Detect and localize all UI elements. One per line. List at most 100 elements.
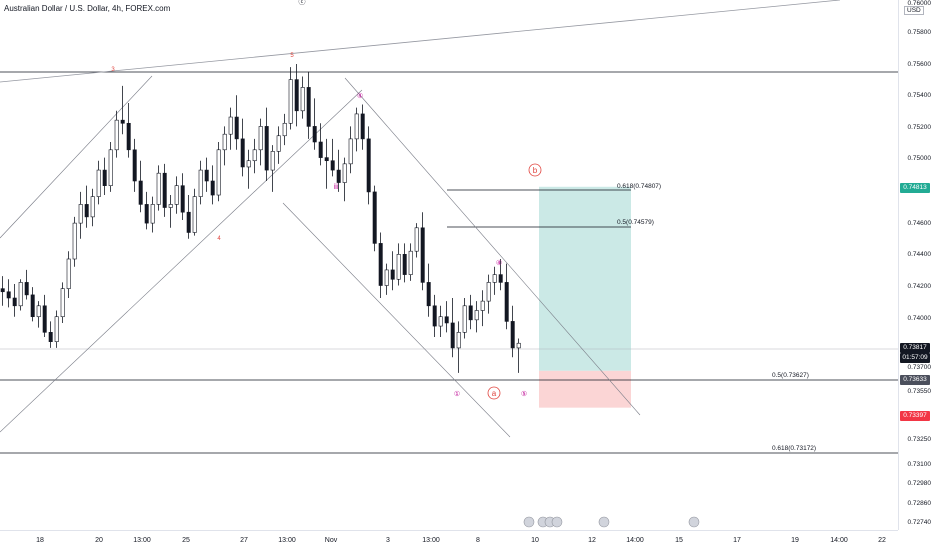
candle-body (402, 254, 407, 275)
candle-body (318, 141, 323, 158)
time-axis-label: 3 (386, 537, 390, 544)
time-axis-label: 13:00 (422, 537, 440, 544)
candle-body (462, 305, 467, 333)
price-axis[interactable]: 0.76000 0.75800 0.75600 0.75400 0.75200 0.750… (898, 0, 932, 530)
candle-body (144, 204, 149, 224)
entry-price-tag: 0.73633 (900, 375, 930, 385)
chart-title: Australian Dollar / U.S. Dollar, 4h, FOR… (4, 4, 171, 13)
candle-body (138, 180, 143, 205)
candle-body (480, 300, 485, 311)
candle-body (174, 185, 179, 205)
wave-v-label: ⑤ (521, 390, 527, 398)
candle-body (396, 254, 401, 280)
candle-body (456, 332, 461, 349)
candle-body (282, 122, 287, 137)
candle-body (354, 113, 359, 140)
price-axis-label: 0.74400 (907, 251, 932, 258)
candle-body (468, 305, 473, 321)
candle-body (24, 282, 29, 296)
candle-body (162, 172, 167, 208)
candle-body (378, 243, 383, 286)
countdown-tag: 01:57:09 (900, 353, 930, 363)
candle-body (204, 169, 209, 182)
wave-b-label: b (533, 166, 538, 175)
time-axis-label: 8 (476, 537, 480, 544)
time-axis-label: 20 (95, 537, 103, 544)
time-axis-label: Nov (324, 537, 338, 544)
candle-body (150, 204, 155, 224)
candle-body (450, 322, 455, 349)
time-axis-label: 14:00 (626, 537, 644, 544)
candle-body (306, 87, 311, 127)
candle-body (360, 113, 365, 140)
candle-body (102, 169, 107, 186)
candle-body (198, 169, 203, 197)
event-flag-icon (523, 516, 535, 528)
wave-i-label: ① (454, 390, 460, 398)
candle-body (96, 169, 101, 197)
price-axis-label: 0.72740 (907, 519, 932, 526)
currency-label[interactable]: USD (904, 6, 924, 15)
price-axis-label: 0.73550 (907, 388, 932, 395)
price-chart[interactable]: 0.618(0.74807) 0.5(0.74579) 0.5(0.73627) 0.… (0, 0, 898, 530)
candle-body (42, 305, 47, 333)
down-channel-top (344, 77, 641, 416)
candle-body (516, 342, 521, 349)
wave-c-label: ⓒ (299, 0, 306, 6)
candle-body (270, 151, 275, 171)
price-axis-label: 0.73100 (907, 461, 932, 468)
candle-body (78, 204, 83, 224)
candle-body (228, 116, 233, 135)
candle-body (426, 282, 431, 307)
candle-body (300, 87, 305, 112)
candle-body (390, 269, 395, 280)
price-axis-label: 0.75400 (907, 92, 932, 99)
candle-body (132, 149, 137, 182)
price-axis-label: 0.75800 (907, 29, 932, 36)
time-axis[interactable]: 18 20 13:00 25 27 13:00 Nov 3 13:00 8 10 12 14:00 15 1… (0, 530, 898, 551)
time-axis-label: 19 (791, 537, 799, 544)
event-flag-icon (551, 516, 563, 528)
wave-iv-top-label: ④ (357, 92, 363, 100)
time-axis-label: 22 (878, 537, 886, 544)
wave-b-circle (528, 163, 542, 177)
candle-body (312, 126, 317, 143)
candle-body (108, 149, 113, 186)
wave-5-label: 5 (290, 53, 294, 59)
candle-body (246, 160, 251, 168)
candle-body (114, 119, 119, 151)
candle-body (444, 316, 449, 324)
wave-a-label: a (492, 389, 497, 398)
candle-body (84, 204, 89, 218)
price-axis-label: 0.73700 (907, 364, 932, 371)
event-flag-icon (688, 516, 700, 528)
up-channel-top (0, 75, 153, 239)
price-axis-label: 0.75000 (907, 155, 932, 162)
time-axis-label: 15 (675, 537, 683, 544)
candle-body (0, 288, 5, 293)
candle-body (408, 250, 413, 275)
candle-body (420, 227, 425, 283)
candle-body (366, 138, 371, 193)
current-price-tag: 0.73817 (900, 343, 930, 353)
time-axis-label: 27 (240, 537, 248, 544)
candle-body (12, 297, 17, 307)
time-axis-label: 25 (182, 537, 190, 544)
price-axis-label: 0.76000 (907, 0, 932, 7)
wave-a-circle (487, 386, 501, 400)
candle-body (216, 149, 221, 196)
candle-body (222, 133, 227, 151)
candle-body (414, 227, 419, 252)
fib-label-5-top: 0.5(0.74579) (617, 219, 654, 226)
up-channel-bottom (0, 89, 363, 433)
chart-plot-area[interactable]: 0.618(0.74807) 0.5(0.74579) 0.5(0.73627) 0.… (0, 0, 898, 530)
fib-label-618-bottom: 0.618(0.73172) (772, 445, 816, 452)
fib-label-5-bottom: 0.5(0.73627) (772, 372, 809, 379)
candle-body (510, 321, 515, 349)
candle-body (498, 274, 503, 283)
time-axis-label: 17 (733, 537, 741, 544)
time-axis-label: 14:00 (830, 537, 848, 544)
candle-body (384, 269, 389, 286)
price-axis-label: 0.75200 (907, 124, 932, 131)
candle-body (60, 288, 65, 318)
